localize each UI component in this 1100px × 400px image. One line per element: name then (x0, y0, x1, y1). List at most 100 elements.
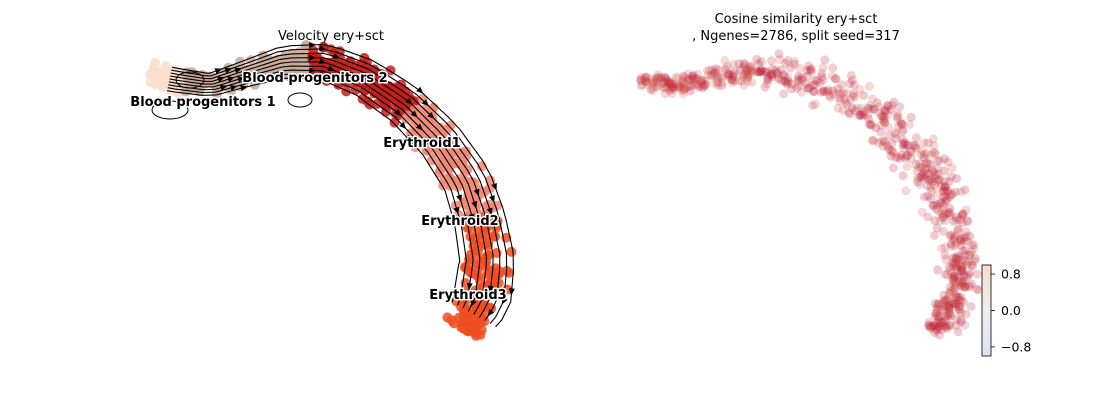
data-point (805, 65, 815, 75)
data-point (935, 312, 945, 322)
title-line: , Ngenes=2786, split seed=317 (692, 29, 900, 44)
data-point (687, 73, 697, 83)
data-point (697, 75, 707, 85)
data-point (967, 279, 977, 289)
data-point (884, 131, 894, 141)
data-point (934, 322, 944, 332)
data-point (810, 99, 820, 109)
data-point (911, 159, 921, 169)
data-point (938, 187, 948, 196)
data-point (931, 308, 941, 318)
data-point (785, 63, 795, 73)
data-point (941, 296, 951, 306)
data-point (923, 138, 933, 148)
data-point (917, 145, 927, 155)
stream-arrowhead (456, 194, 462, 203)
data-point (960, 283, 970, 292)
data-point (952, 212, 961, 222)
data-point (932, 325, 942, 334)
data-point (969, 240, 979, 250)
data-point (927, 177, 937, 187)
data-point (797, 73, 807, 83)
data-point (953, 327, 963, 337)
data-point (864, 81, 874, 91)
data-point (945, 308, 955, 318)
data-point (659, 72, 669, 82)
data-point (948, 274, 958, 283)
data-point (667, 88, 677, 98)
data-point (945, 321, 955, 330)
data-point (930, 216, 940, 226)
data-point (678, 82, 688, 92)
data-point (818, 75, 828, 85)
data-point (905, 146, 915, 156)
data-point (962, 216, 972, 226)
data-point (948, 253, 958, 263)
data-point (668, 79, 678, 89)
data-point (774, 73, 784, 83)
data-point (777, 76, 787, 85)
data-point (859, 110, 869, 120)
data-point (712, 76, 722, 86)
data-point (957, 279, 967, 289)
data-point (956, 292, 966, 302)
data-point (699, 79, 709, 89)
data-point (831, 74, 841, 84)
data-point (847, 103, 857, 113)
data-point (895, 153, 905, 163)
data-point (939, 200, 948, 210)
data-point (726, 75, 736, 85)
data-point (828, 89, 838, 99)
streamline-loop (151, 100, 189, 120)
data-point (880, 137, 889, 147)
data-point (956, 233, 966, 243)
data-point (892, 111, 902, 121)
data-point (940, 181, 950, 191)
data-point (691, 74, 701, 83)
data-point (880, 104, 890, 114)
data-point (776, 65, 786, 75)
data-point (957, 264, 967, 274)
data-point (682, 81, 692, 91)
data-point (667, 84, 677, 93)
data-point (768, 64, 777, 74)
data-point (966, 260, 976, 270)
stream-arrowhead (237, 76, 245, 83)
data-point (946, 189, 956, 199)
data-point (900, 138, 910, 148)
data-point (932, 304, 942, 314)
data-point (967, 247, 976, 257)
data-point (969, 256, 979, 266)
data-point (956, 187, 966, 197)
data-point (898, 171, 908, 181)
data-point (742, 66, 752, 76)
data-point (818, 63, 828, 73)
data-point (735, 76, 745, 86)
stream-arrowhead (468, 213, 475, 222)
data-point (960, 185, 970, 195)
data-point (933, 265, 943, 275)
velocity-panel: Velocity ery+sct Blood progenitors 1Bloo… (129, 29, 517, 341)
data-point (846, 71, 856, 81)
data-point (957, 266, 967, 276)
data-point (756, 67, 766, 77)
data-point (818, 86, 828, 96)
data-point (476, 325, 487, 335)
data-point (951, 281, 961, 291)
data-point (954, 272, 963, 282)
data-point (926, 194, 936, 204)
data-point (924, 321, 934, 331)
data-point (957, 261, 967, 271)
data-point (876, 111, 886, 121)
stream-arrowhead (309, 54, 317, 61)
data-point (923, 212, 933, 222)
data-point (689, 76, 699, 86)
data-point (849, 89, 859, 98)
data-point (678, 89, 688, 99)
data-point (960, 250, 970, 260)
data-point (828, 63, 838, 73)
data-point (938, 318, 947, 327)
data-point (937, 243, 947, 253)
data-point (706, 70, 716, 80)
